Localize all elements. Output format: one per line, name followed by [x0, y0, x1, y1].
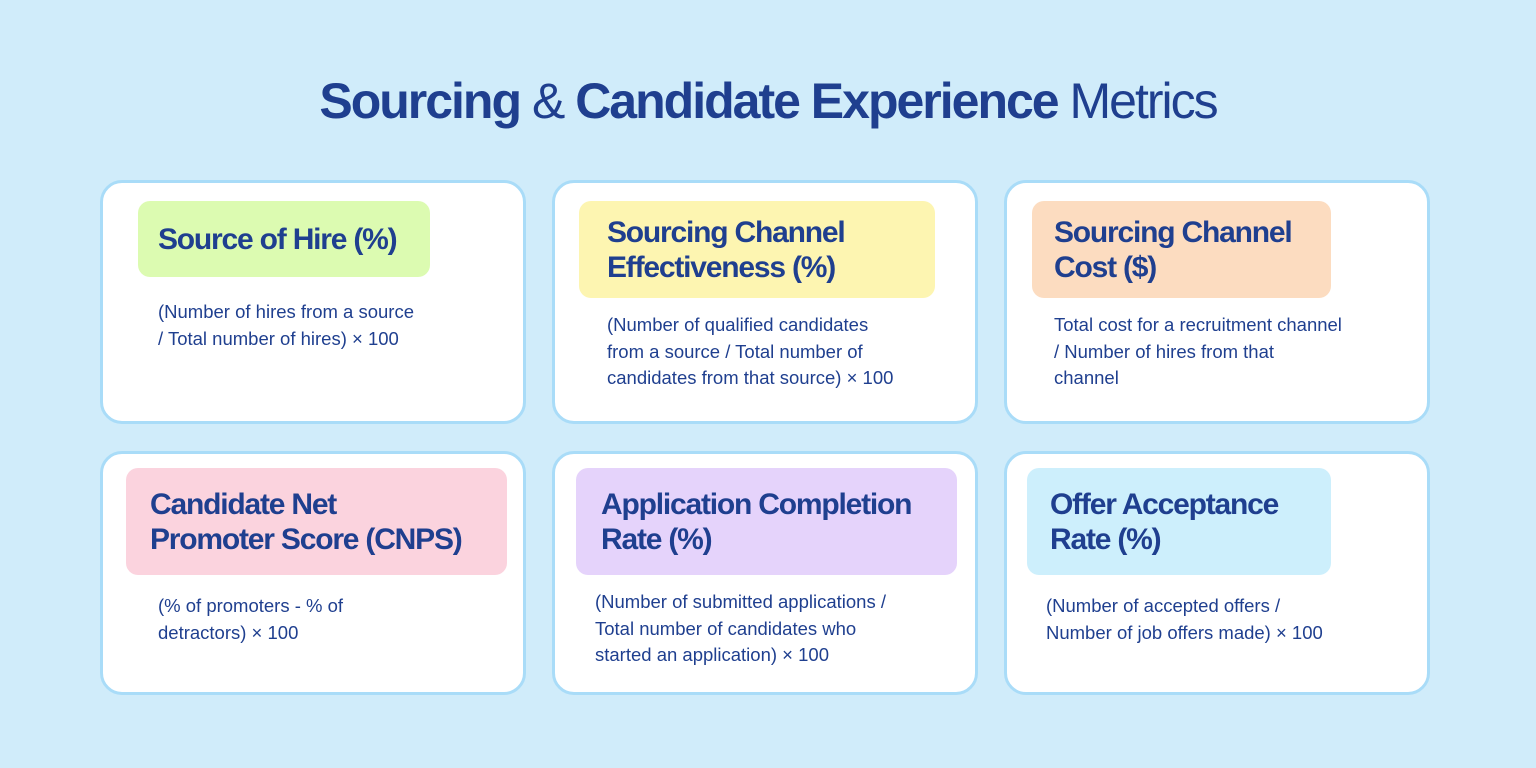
formula: (Number of qualified candidates from a so… — [607, 312, 893, 392]
heading-line: Application Completion — [601, 487, 912, 521]
formula-line: (Number of hires from a source — [158, 301, 415, 322]
title-part: & — [531, 73, 565, 129]
heading-line: Sourcing Channel — [607, 215, 846, 249]
formula-line: (Number of submitted applications / — [595, 591, 886, 612]
heading-line: Cost ($) — [1054, 250, 1157, 284]
formula: (Number of accepted offers / Number of jo… — [1046, 593, 1323, 646]
heading-line: Effectiveness (%) — [607, 250, 836, 284]
heading-line: Promoter Score (CNPS) — [150, 522, 463, 556]
heading-pill: Source of Hire (%) — [138, 201, 430, 277]
formula: (Number of submitted applications / Total… — [595, 589, 886, 669]
formula: Total cost for a recruitment channel / Nu… — [1054, 312, 1342, 392]
heading-pill: Sourcing Channel Cost ($) — [1032, 201, 1331, 298]
heading-pill: Candidate Net Promoter Score (CNPS) — [126, 468, 507, 575]
formula-line: Number of job offers made) × 100 — [1046, 621, 1323, 643]
formula-line: Total number of candidates who — [595, 617, 857, 639]
metric-card: Source of Hire (%) (Number of hires from … — [100, 180, 526, 424]
formula-line: detractors) × 100 — [158, 621, 299, 643]
heading-pill: Offer Acceptance Rate (%) — [1027, 468, 1331, 575]
formula-line: (% of promoters - % of — [158, 595, 344, 616]
heading-line: Rate (%) — [1050, 522, 1162, 556]
formula-line: from a source / Total number of — [607, 340, 863, 362]
metric-card: Offer Acceptance Rate (%) (Number of accep… — [1004, 451, 1430, 695]
title-part: Candidate Experience — [575, 73, 1059, 129]
title-part: Metrics — [1069, 73, 1219, 129]
heading-line: Source of Hire (%) — [158, 222, 398, 256]
metric-card: Application Completion Rate (%) (Number of… — [552, 451, 978, 695]
formula: (% of promoters - % of detractors) × 100 — [158, 593, 343, 646]
formula-line: channel — [1054, 367, 1119, 388]
metric-card: Sourcing Channel Effectiveness (%) (Number… — [552, 180, 978, 424]
title: Sourcing & Candidate Experience Metrics — [0, 72, 1536, 130]
metric-card: Sourcing Channel Cost ($) Total cost for a… — [1004, 180, 1430, 424]
formula-line: candidates from that source) × 100 — [607, 367, 894, 388]
heading-pill: Application Completion Rate (%) — [576, 468, 957, 575]
formula-line: / Total number of hires) × 100 — [158, 327, 399, 349]
formula: (Number of hires from a source / Total nu… — [158, 299, 414, 352]
heading-line: Sourcing Channel — [1054, 215, 1293, 249]
formula-line: (Number of qualified candidates — [607, 314, 869, 335]
heading-line: Rate (%) — [601, 522, 713, 556]
heading-line: Offer Acceptance — [1050, 487, 1279, 521]
title-part: Sourcing — [319, 73, 522, 129]
heading-pill: Sourcing Channel Effectiveness (%) — [579, 201, 935, 298]
heading-line: Candidate Net — [150, 487, 337, 521]
formula-line: (Number of accepted offers / — [1046, 595, 1281, 616]
metric-card: Candidate Net Promoter Score (CNPS) (% of … — [100, 451, 526, 695]
formula-line: Total cost for a recruitment channel — [1054, 314, 1342, 335]
formula-line: / Number of hires from that — [1054, 340, 1275, 362]
formula-line: started an application) × 100 — [595, 644, 829, 665]
